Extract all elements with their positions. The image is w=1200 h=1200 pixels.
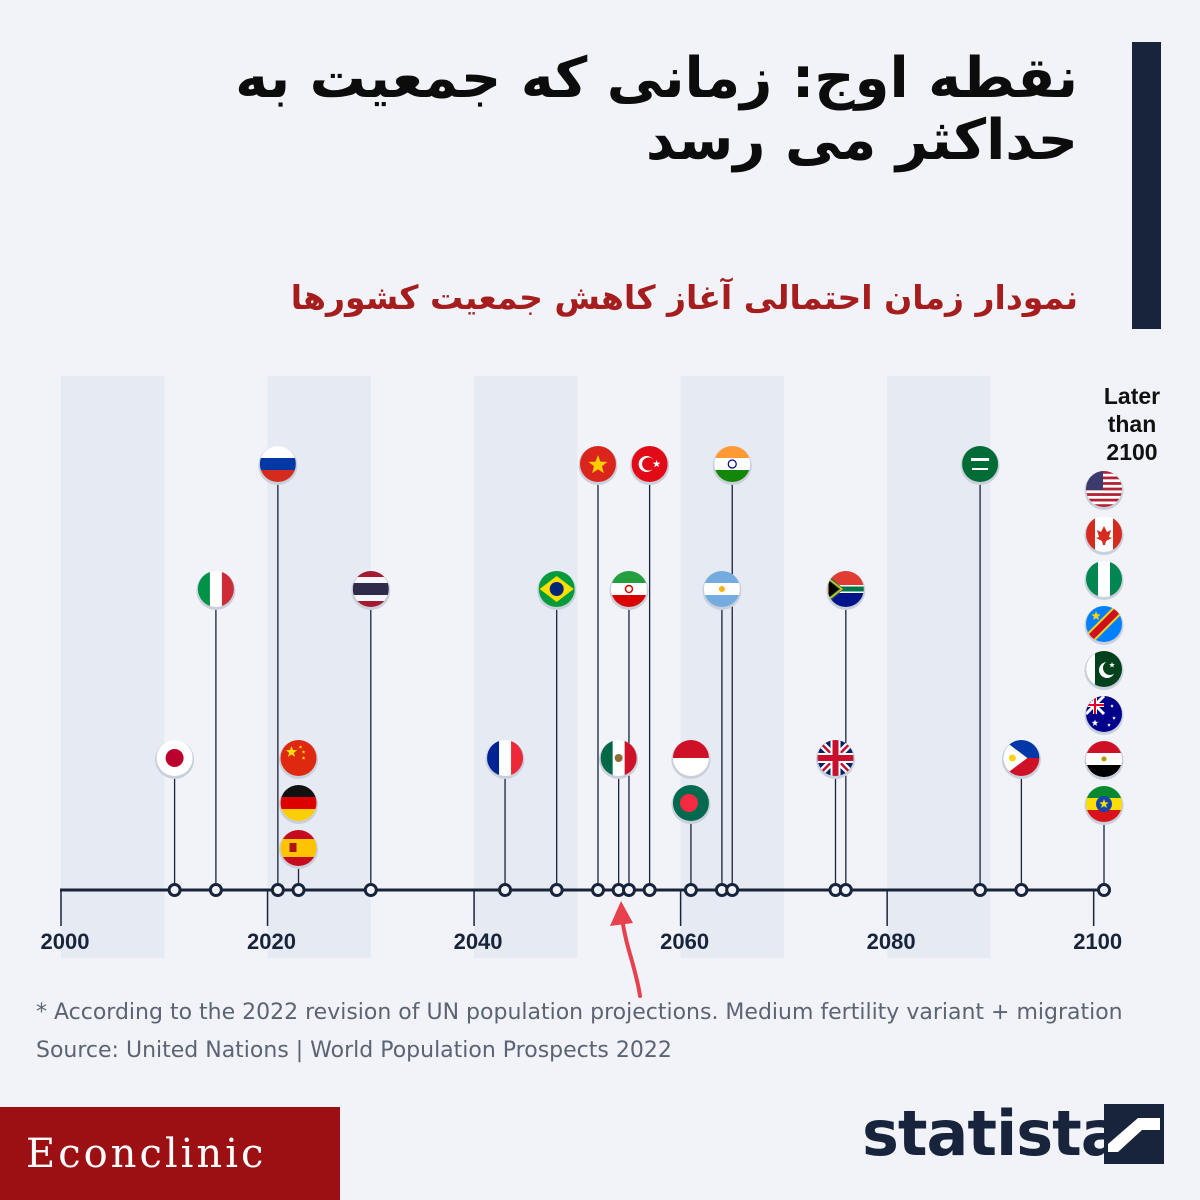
turkey-flag-icon (630, 446, 670, 485)
china-flag-icon (279, 740, 319, 779)
bangladesh-flag-icon (671, 785, 711, 824)
italy-flag-icon (196, 571, 236, 610)
argentina-flag-icon (702, 571, 742, 610)
timeline-point (973, 883, 988, 897)
philippines-flag-icon (1001, 740, 1041, 779)
timeline-point (270, 883, 285, 897)
timeline-point (498, 883, 513, 897)
vietnam-flag-icon (578, 446, 618, 485)
usa-flag-icon (1084, 471, 1124, 510)
timeline-point (683, 883, 698, 897)
econclinic-text: Econclinic (26, 1131, 267, 1177)
ethiopia-flag-icon (1084, 786, 1124, 825)
france-flag-icon (485, 740, 525, 779)
egypt-flag-icon (1084, 741, 1124, 780)
brazil-flag-icon (537, 571, 577, 610)
decade-band (474, 376, 578, 958)
spain-flag-icon (279, 830, 319, 869)
timeline-point (838, 883, 853, 897)
mexico-flag-icon (599, 740, 639, 779)
chart-title: نقطه اوج: زمانی که جمعیت به حداکثر می رس… (235, 46, 1078, 173)
footnote: * According to the 2022 revision of UN p… (36, 1000, 1123, 1025)
india-flag-icon (712, 446, 752, 485)
australia-flag-icon (1084, 696, 1124, 735)
timeline-point (642, 883, 657, 897)
highlight-arrowhead (610, 901, 633, 926)
later-than-2100-label: Later than 2100 (1103, 383, 1161, 465)
saudi-arabia-flag-icon (960, 446, 1000, 485)
statista-logo-icon (1104, 1104, 1164, 1164)
tick-label: 2000 (41, 929, 90, 954)
russia-flag-icon (258, 446, 298, 485)
econclinic-watermark: Econclinic (0, 1107, 340, 1200)
timeline-point (1097, 883, 1111, 897)
timeline-chart: 2000 2020 2040 2060 2080 2100 (41, 376, 1124, 998)
indonesia-flag-icon (671, 740, 711, 779)
statista-logo: statista (862, 1097, 1123, 1170)
accent-bar (1132, 42, 1161, 329)
highlight-arrow (620, 916, 642, 998)
dr-congo-flag-icon (1084, 606, 1124, 645)
pakistan-flag-icon (1084, 651, 1124, 690)
tick-label: 2060 (660, 929, 709, 954)
timeline-point (549, 883, 564, 897)
nigeria-flag-icon (1084, 561, 1124, 600)
source-note: Source: United Nations | World Populatio… (36, 1038, 672, 1063)
chart-subtitle: نمودار زمان احتمالی آغاز کاهش جمعیت کشور… (290, 278, 1078, 317)
tick-label: 2100 (1073, 929, 1122, 954)
timeline-point (363, 883, 378, 897)
tick-label: 2080 (867, 929, 916, 954)
timeline-point (167, 883, 182, 897)
timeline-point (208, 883, 223, 897)
iran-flag-icon (609, 571, 649, 610)
timeline-point (1014, 883, 1029, 897)
japan-flag-icon (155, 740, 195, 779)
timeline-point (621, 883, 636, 897)
germany-flag-icon (279, 785, 319, 824)
timeline-point (590, 883, 605, 897)
tick-label: 2040 (454, 929, 503, 954)
tick-label: 2020 (247, 929, 296, 954)
south-africa-flag-icon (826, 571, 866, 610)
canada-flag-icon (1084, 516, 1124, 555)
timeline-point (291, 883, 306, 897)
united-kingdom-flag-icon (816, 740, 856, 779)
decade-band (61, 376, 165, 958)
thailand-flag-icon (351, 571, 391, 610)
timeline-point (725, 883, 740, 897)
